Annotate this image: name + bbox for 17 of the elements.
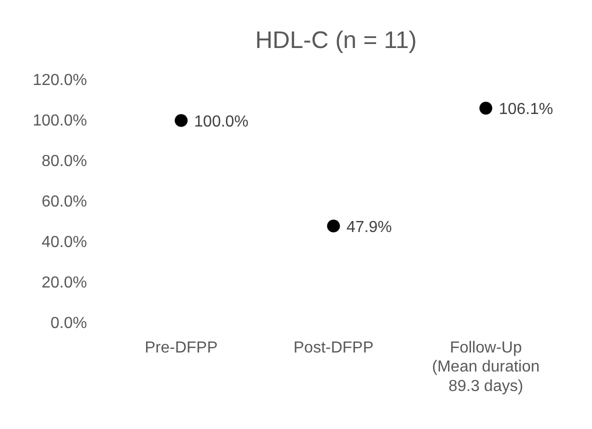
x-tick-label: Post-DFPP [293, 339, 374, 356]
y-tick-label: 0.0% [50, 315, 87, 332]
point [174, 114, 188, 127]
y-tick-label: 20.0% [42, 274, 87, 292]
y-tick-label: 120.0% [32, 72, 87, 90]
x-tick-label: Pre-DFPP [144, 339, 218, 356]
data-label: 100.0% [194, 114, 248, 130]
x-tick-label: Follow-Up (Mean duration 89.3 days) [432, 339, 540, 395]
data-label: 47.9% [346, 219, 392, 236]
y-tick-label: 60.0% [42, 194, 87, 211]
y-tick-label: 40.0% [42, 234, 87, 252]
y-tick-label: 80.0% [42, 153, 87, 170]
point [327, 220, 340, 232]
chart-title: HDL-C (n = 11) [255, 27, 417, 54]
y-tick-label: 100.0% [32, 112, 87, 130]
point [479, 102, 492, 115]
data-label: 106.1% [498, 101, 554, 118]
